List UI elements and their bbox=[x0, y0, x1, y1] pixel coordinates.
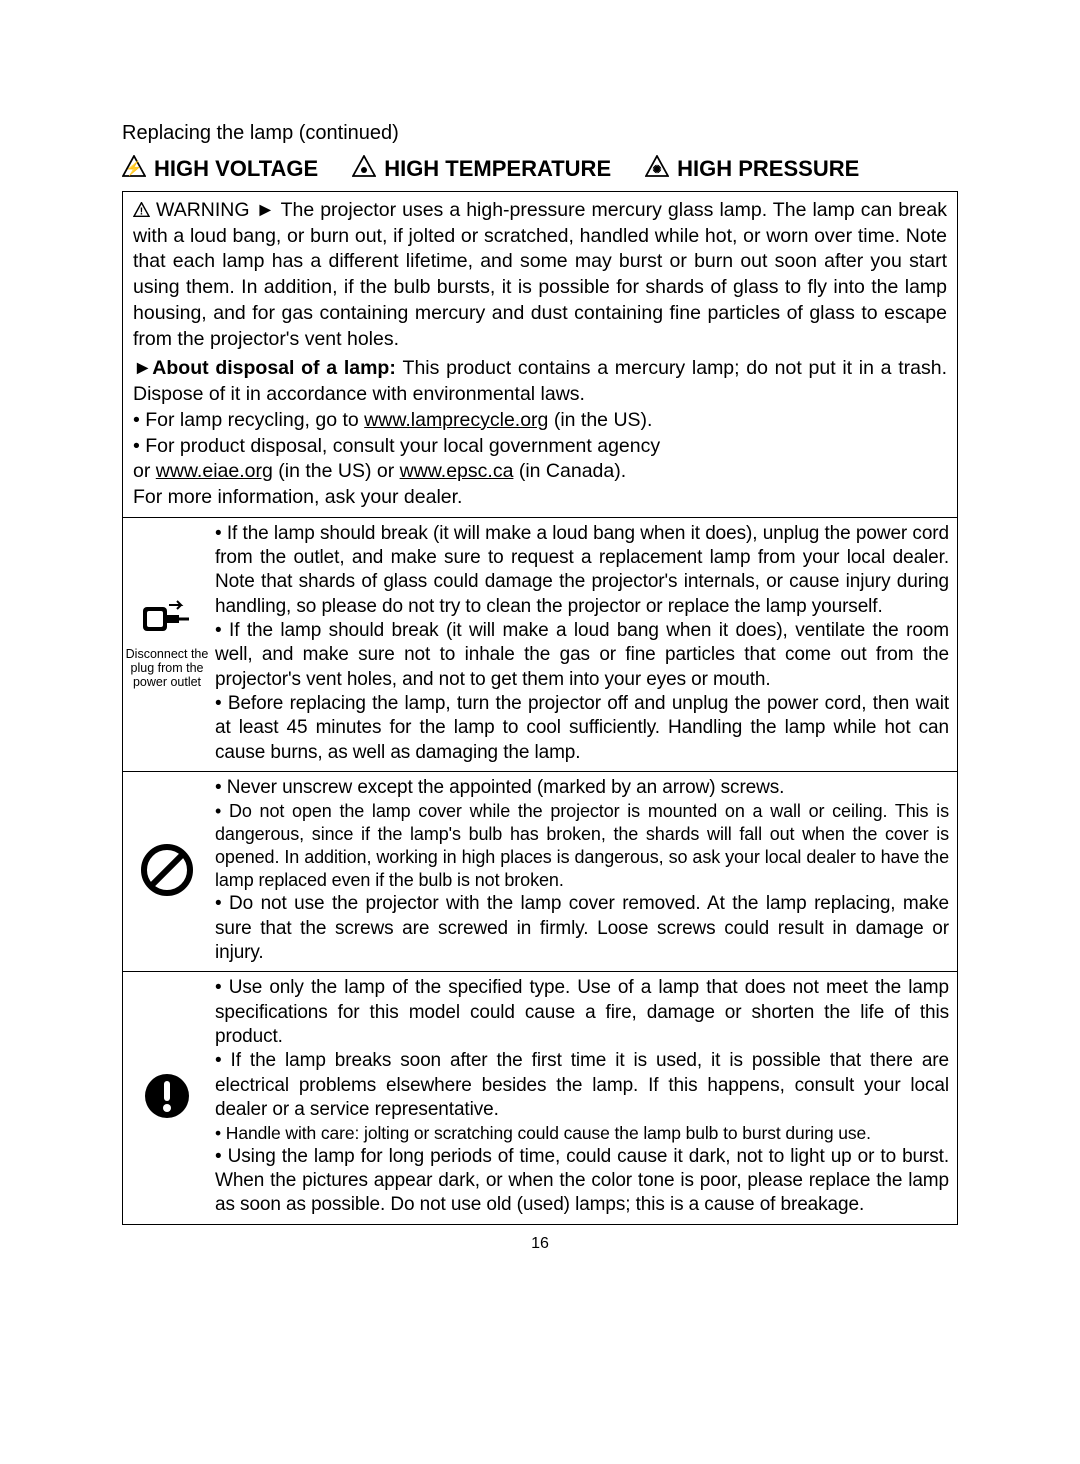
disposal-bullet2: • For product disposal, consult your loc… bbox=[133, 434, 947, 460]
row3-text: • Use only the lamp of the specified typ… bbox=[211, 972, 957, 1223]
warning-label: WARNING bbox=[156, 199, 250, 221]
table-row: • Use only the lamp of the specified typ… bbox=[123, 971, 957, 1223]
page-number: 16 bbox=[122, 1235, 958, 1253]
row2-b2: • Do not open the lamp cover while the p… bbox=[215, 800, 949, 892]
disposal-more: For more information, ask your dealer. bbox=[133, 485, 947, 511]
warning-text: ► The projector uses a high-pressure mer… bbox=[133, 199, 947, 350]
row3-b4: • Using the lamp for long periods of tim… bbox=[215, 1145, 949, 1218]
link-lamprecycle[interactable]: www.lamprecycle.org bbox=[364, 409, 548, 431]
row2-b1: • Never unscrew except the appointed (ma… bbox=[215, 776, 949, 800]
row1-b2: • If the lamp should break (it will make… bbox=[215, 619, 949, 692]
warning-triangle-icon: ✺ bbox=[645, 155, 669, 183]
warning-box: ! WARNING ► The projector uses a high-pr… bbox=[122, 191, 958, 1225]
warning-triangle-icon: ⚡ bbox=[122, 155, 146, 183]
icon-caption: Disconnect the plug from the power outle… bbox=[125, 647, 209, 690]
disposal-lead: ►About disposal of a lamp: bbox=[133, 357, 403, 379]
disposal-bullet3b: (in the US) or bbox=[273, 460, 400, 482]
prohibit-icon bbox=[140, 843, 194, 900]
warning-table: Disconnect the plug from the power outle… bbox=[123, 517, 957, 1224]
svg-text:✺: ✺ bbox=[653, 164, 662, 176]
row3-b2: • If the lamp breaks soon after the firs… bbox=[215, 1049, 949, 1122]
icon-cell-disconnect: Disconnect the plug from the power outle… bbox=[123, 518, 211, 771]
disconnect-plug-icon bbox=[141, 599, 193, 642]
disposal-bullet3a: or bbox=[133, 460, 156, 482]
link-epsc[interactable]: www.epsc.ca bbox=[400, 460, 514, 482]
hazard-pressure: HIGH PRESSURE bbox=[677, 156, 859, 182]
row1-b1: • If the lamp should break (it will make… bbox=[215, 522, 949, 619]
row1-text: • If the lamp should break (it will make… bbox=[211, 518, 957, 771]
disposal-bullet3c: (in Canada). bbox=[513, 460, 626, 482]
manual-page: Replacing the lamp (continued) ⚡ HIGH VO… bbox=[0, 0, 1080, 1464]
table-row: • Never unscrew except the appointed (ma… bbox=[123, 771, 957, 971]
row3-b1: • Use only the lamp of the specified typ… bbox=[215, 976, 949, 1049]
disposal-section: ►About disposal of a lamp: This product … bbox=[123, 356, 957, 516]
icon-cell-prohibit bbox=[123, 772, 211, 971]
row2-text: • Never unscrew except the appointed (ma… bbox=[211, 772, 957, 971]
warning-intro: ! WARNING ► The projector uses a high-pr… bbox=[123, 192, 957, 356]
svg-text:!: ! bbox=[140, 206, 143, 217]
row3-b3: • Handle with care: jolting or scratchin… bbox=[215, 1122, 949, 1144]
hazard-temperature: HIGH TEMPERATURE bbox=[384, 156, 611, 182]
disposal-bullet1b: (in the US). bbox=[548, 409, 652, 431]
warning-triangle-icon bbox=[352, 155, 376, 183]
hazard-voltage: HIGH VOLTAGE bbox=[154, 156, 318, 182]
warning-triangle-icon-small: ! bbox=[133, 199, 156, 221]
section-title: Replacing the lamp (continued) bbox=[122, 122, 958, 145]
disposal-bullet1a: • For lamp recycling, go to bbox=[133, 409, 364, 431]
svg-text:⚡: ⚡ bbox=[125, 160, 142, 177]
hazard-banner: ⚡ HIGH VOLTAGE HIGH TEMPERATURE ✺ HIGH P… bbox=[122, 155, 958, 183]
row1-b3: • Before replacing the lamp, turn the pr… bbox=[215, 692, 949, 765]
icon-cell-caution bbox=[123, 972, 211, 1223]
link-eiae[interactable]: www.eiae.org bbox=[156, 460, 273, 482]
row2-b3: • Do not use the projector with the lamp… bbox=[215, 892, 949, 965]
table-row: Disconnect the plug from the power outle… bbox=[123, 517, 957, 771]
caution-exclamation-icon bbox=[142, 1071, 192, 1124]
